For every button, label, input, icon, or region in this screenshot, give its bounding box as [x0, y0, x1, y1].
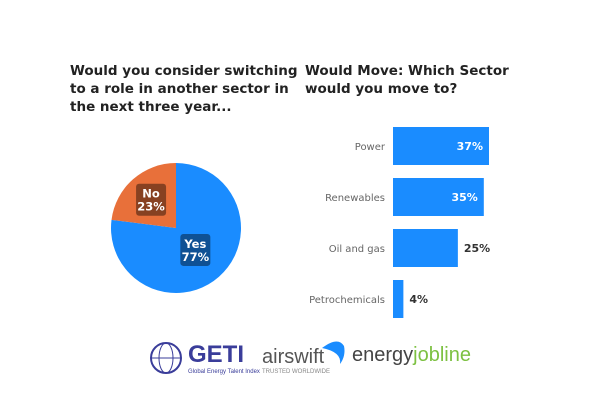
globe-icon	[150, 342, 182, 374]
bar-category-label: Power	[355, 142, 386, 153]
pie-label-box	[180, 233, 211, 266]
energyjobline-text-b: jobline	[413, 344, 471, 366]
bar-oil-and-gas	[393, 229, 458, 267]
geti-text: GETI	[188, 341, 245, 368]
bar-power	[393, 127, 489, 165]
geti-subtitle: Global Energy Talent Index	[188, 369, 260, 375]
pie-label-name: No	[142, 187, 160, 201]
energyjobline-logo: energyjobline	[352, 344, 471, 366]
pie-chart-title: Would you consider switching to a role i…	[70, 63, 298, 115]
bar-value-label: 25%	[464, 242, 490, 255]
geti-logo: GETI Global Energy Talent Index	[148, 340, 260, 380]
bar-petrochemicals	[393, 280, 404, 318]
bar-value-label: 4%	[409, 293, 428, 306]
bar-renewables	[393, 178, 484, 216]
airswift-subtitle: TRUSTED WORLDWIDE	[262, 369, 330, 375]
bar-chart-title: Would Move: Which Sector would you move …	[305, 63, 509, 97]
bar-category-label: Oil and gas	[329, 244, 385, 255]
bar-value-label: 35%	[451, 191, 477, 204]
airswift-text: airswift	[262, 346, 325, 368]
pie-label-box	[136, 183, 167, 216]
energyjobline-text-a: energy	[352, 344, 414, 366]
bar-category-label: Petrochemicals	[309, 295, 385, 306]
pie-label-name: Yes	[183, 237, 206, 251]
bar-value-label: 37%	[457, 140, 483, 153]
swift-bird-icon	[322, 341, 345, 364]
pie-label-value: 23%	[137, 200, 165, 214]
pie-slice-no	[111, 163, 176, 228]
bar-category-label: Renewables	[325, 193, 385, 204]
airswift-logo: airswift TRUSTED WORLDWIDE	[262, 341, 352, 382]
pie-label-value: 77%	[182, 250, 210, 264]
